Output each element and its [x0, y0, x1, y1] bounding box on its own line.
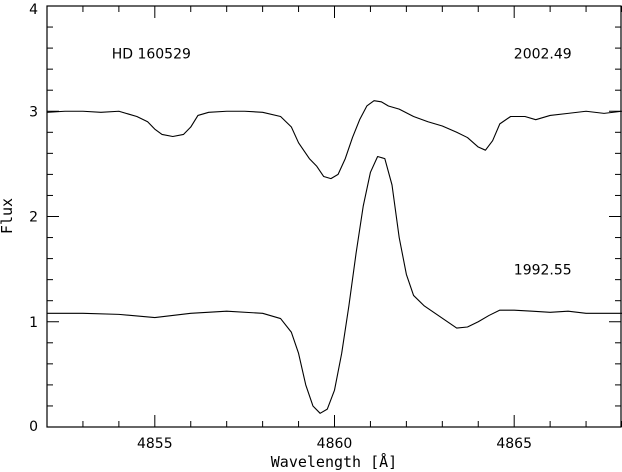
y-tick-label: 2 — [29, 210, 38, 226]
chart-ticks: 4855 4860 4865 0 1 2 3 4 — [29, 2, 622, 452]
x-tick-label: 4860 — [317, 436, 353, 452]
x-axis-label: Wavelength [Å] — [271, 452, 397, 471]
y-axis-label: Flux — [0, 198, 16, 234]
x-tick-label: 4855 — [137, 436, 173, 452]
series-line-2 — [47, 155, 622, 414]
y-tick-label: 0 — [29, 419, 38, 435]
series-line-1 — [46, 100, 622, 180]
chart-labels: Flux Wavelength [Å] — [0, 198, 397, 471]
y-tick-label: 4 — [29, 2, 38, 18]
annotation-label-1: HD 160529 — [112, 47, 191, 63]
plot-frame — [46, 5, 622, 428]
y-tick-label: 3 — [29, 104, 38, 120]
annotation-label-2: 2002.49 — [514, 47, 572, 63]
chart-series-group — [46, 100, 622, 414]
x-tick-label: 4865 — [496, 436, 532, 452]
y-tick-label: 1 — [29, 315, 38, 331]
annotation-label-3: 1992.55 — [514, 262, 572, 278]
chart-axes — [46, 5, 622, 428]
chart-annotations: HD 160529 2002.49 1992.55 — [112, 47, 572, 279]
